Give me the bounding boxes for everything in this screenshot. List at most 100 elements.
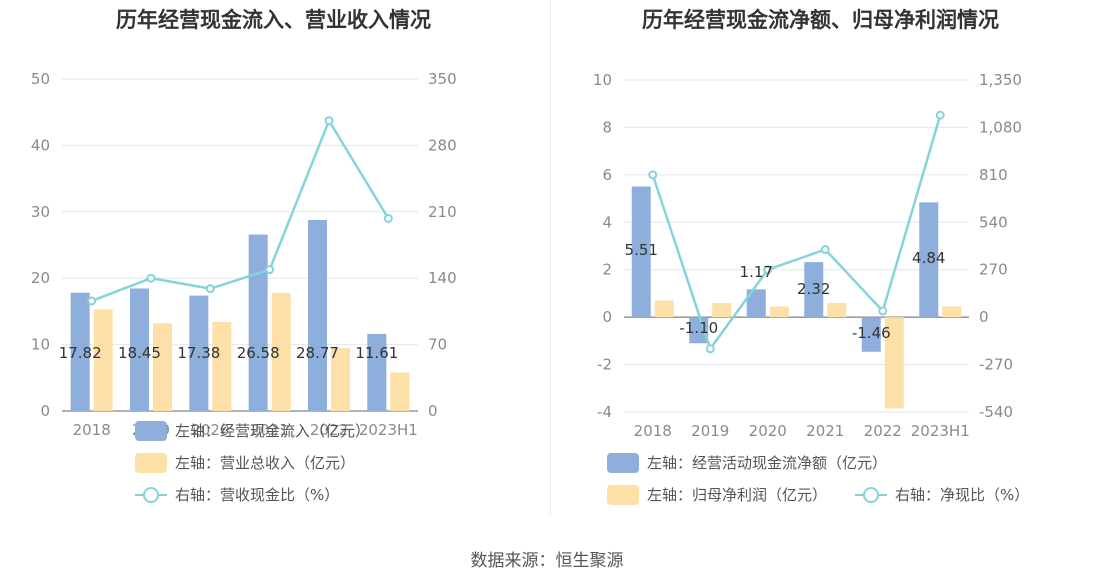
bar-primary [689,317,709,344]
bar-primary [861,317,881,352]
legend-swatch [863,487,879,503]
bar-secondary [153,323,172,411]
legend-label: 右轴：营收现金比（%） [175,486,339,504]
line-point [205,284,215,294]
left-axis-tick-label: -2 [597,356,612,374]
bar-data-label: 11.61 [355,344,398,362]
bar-primary [746,289,766,318]
left-axis-tick-label: 0 [40,402,50,420]
x-axis-category-label: 2021 [251,421,289,439]
left-axis-tick-label: -4 [597,403,612,421]
right-axis-tick-label: -540 [979,403,1013,421]
line-point [763,265,773,275]
bar-secondary [390,372,410,411]
x-axis-category-label: 2019 [691,422,729,440]
right-axis-tick-label: 540 [979,213,1008,231]
line-point [324,116,334,126]
bar-primary [804,262,824,318]
right-axis-tick-label: 270 [979,261,1008,279]
left-axis-tick-label: 50 [31,70,50,88]
bar-primary [631,186,651,318]
data-source-note: 数据来源：恒生聚源 [470,551,624,571]
bar-secondary [884,317,904,409]
x-axis-category-label: 2018 [634,422,672,440]
left-axis-tick-label: 2 [602,261,612,279]
left-axis-tick-label: 6 [602,166,612,184]
bar-primary [70,292,90,411]
left-axis-tick-label: 40 [31,136,50,154]
bar-secondary [271,292,291,411]
bar-primary [308,219,327,411]
bar-primary [919,202,939,318]
left-axis-tick-label: 0 [602,308,612,326]
chart-title: 历年经营现金流净额、归母净利润情况 [642,8,999,32]
left-axis-tick-label: 10 [593,71,612,89]
bar-data-label: -1.10 [679,319,718,337]
bar-data-label: 5.51 [625,241,658,259]
bar-data-label: 1.17 [740,263,773,281]
bar-primary [130,288,149,411]
bar-primary [248,234,268,411]
line-point [146,273,156,283]
line-point [648,170,658,180]
chart-title: 历年经营现金流入、营业收入情况 [116,8,431,32]
right-axis-tick-label: 140 [428,269,457,287]
bar-primary [367,333,387,411]
legend-swatch [607,453,639,473]
right-axis-tick-label: 280 [428,136,457,154]
legend-label: 左轴：经营活动现金流净额（亿元） [647,454,887,472]
right-axis-tick-label: 1,080 [979,118,1022,136]
x-axis-category-label: 2021 [806,422,844,440]
x-axis-category-label: 2022 [864,422,902,440]
chart-canvas: 0 10 20 30 40 50 0 70 140 210 280 350 17.82 18.45 17.3… [31,70,457,504]
x-axis-category-label: 2023H1 [359,421,418,439]
line-point [820,245,830,255]
bar-data-label: 2.32 [797,280,830,298]
left-axis-tick-label: 10 [31,336,50,354]
bar-data-label: 17.38 [177,344,220,362]
bar-data-label: 28.77 [296,344,339,362]
chart-canvas: -4-20246810-540-27002705408101,0801,3505… [593,71,1029,505]
x-axis-category-label: 2023H1 [911,422,970,440]
bar-secondary [942,306,962,318]
bar-secondary [93,309,113,411]
bar-data-label: 18.45 [118,344,161,362]
bar-secondary [712,302,732,318]
right-axis-tick-label: 350 [428,70,457,88]
line-point [878,306,888,316]
legend-label: 左轴：营业总收入（亿元） [175,454,355,472]
bar-secondary [769,306,789,318]
bar-primary [189,295,209,411]
right-axis-tick-label: 210 [428,203,457,221]
line-point [383,213,393,223]
right-axis-tick-label: 0 [428,402,438,420]
line-point [705,344,715,354]
chart-panel-cash-inflow-revenue: 历年经营现金流入、营业收入情况 0 10 20 30 40 50 0 70 140 210 280 3… [0,0,547,520]
legend-label: 右轴：净现比（%） [895,486,1029,504]
bar-secondary [331,347,350,411]
left-axis-tick-label: 30 [31,203,50,221]
legend-label: 左轴：归母净利润（亿元） [647,486,827,504]
left-axis-tick-label: 8 [602,118,612,136]
panel-divider [550,0,551,515]
bar-data-label: 4.84 [912,249,945,267]
legend-swatch [135,421,167,441]
legend-label: 左轴：经营现金流入（亿元） [175,422,370,440]
left-axis-tick-label: 4 [602,213,612,231]
line-series [651,114,942,352]
bar-secondary [827,302,847,318]
line-point [87,296,97,306]
legend-swatch [143,487,159,503]
x-axis-category-label: 2022 [310,421,348,439]
left-axis-tick-label: 20 [31,269,50,287]
bar-secondary [212,322,232,411]
right-axis-tick-label: -270 [979,356,1013,374]
line-point [935,110,945,120]
chart-panel-net-cash-profit: 历年经营现金流净额、归母净利润情况 -4 -2 0 2 4 6 8 10 -540 -270 0 27… [547,0,1094,520]
line-point [265,265,275,275]
x-axis-category-label: 2020 [749,422,787,440]
bar-data-label: 26.58 [237,344,280,362]
bar-secondary [654,300,674,318]
x-axis-category-label: 2018 [73,421,111,439]
right-axis-tick-label: 0 [979,308,989,326]
